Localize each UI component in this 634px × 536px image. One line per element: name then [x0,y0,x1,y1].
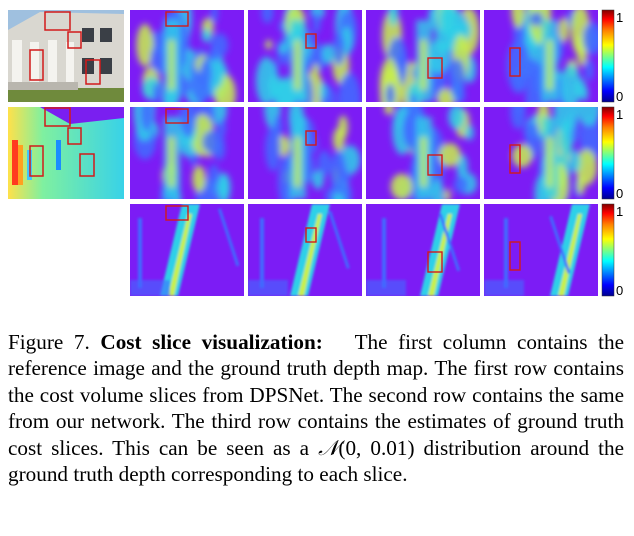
highlight-box [165,108,189,124]
highlight-box [427,251,443,273]
cost-slice-r1-c3 [366,10,480,102]
highlight-box [509,47,521,77]
colorbar-gradient [601,203,615,297]
highlight-box [427,57,443,79]
highlight-box [305,227,317,243]
cost-slice-r3-c4 [484,204,598,296]
cost-slice-r1-c4 [484,10,598,102]
highlight-box [509,241,521,271]
colorbar-gradient [601,106,615,200]
highlight-box [305,33,317,49]
cost-slice-grid [130,10,598,296]
cost-slice-r1-c2 [248,10,362,102]
figure-caption: Figure 7. Cost slice visualization: The … [8,329,624,487]
colorbar-max-label: 1 [616,10,623,25]
highlight-box [427,154,443,176]
colorbar-min-label: 0 [616,283,623,298]
cost-slice-r3-c1 [130,204,244,296]
highlight-box [305,130,317,146]
normal-distribution-symbol: 𝒩 [318,435,339,460]
cost-slice-r2-c4 [484,107,598,199]
cost-slice-r3-c2 [248,204,362,296]
colorbar-min-label: 0 [616,186,623,201]
highlight-box [165,205,189,221]
figure-label: Figure 7. [8,330,90,354]
cost-slice-r1-c1 [130,10,244,102]
colorbar-max-label: 1 [616,107,623,122]
caption-body-pre: The first column contains the reference … [8,330,625,460]
cost-slice-r3-c3 [366,204,480,296]
colorbar-row-3: 10 [601,203,623,298]
normal-distribution-args: (0, 0.01) [338,435,415,460]
caption-title: Cost slice visualization: [100,330,323,354]
reference-image [8,10,124,102]
colorbar-max-label: 1 [616,204,623,219]
highlight-box [509,144,521,174]
colorbar-row-1: 10 [601,9,623,104]
colorbar-gradient [601,9,615,103]
cost-slice-r2-c2 [248,107,362,199]
colorbar-min-label: 0 [616,89,623,104]
ground-truth-depth-map [8,107,124,199]
caption-body-post: distribution around the ground truth dep… [8,435,624,487]
colorbar-row-2: 10 [601,106,623,201]
cost-slice-r2-c3 [366,107,480,199]
cost-slice-r2-c1 [130,107,244,199]
highlight-box [165,11,189,27]
